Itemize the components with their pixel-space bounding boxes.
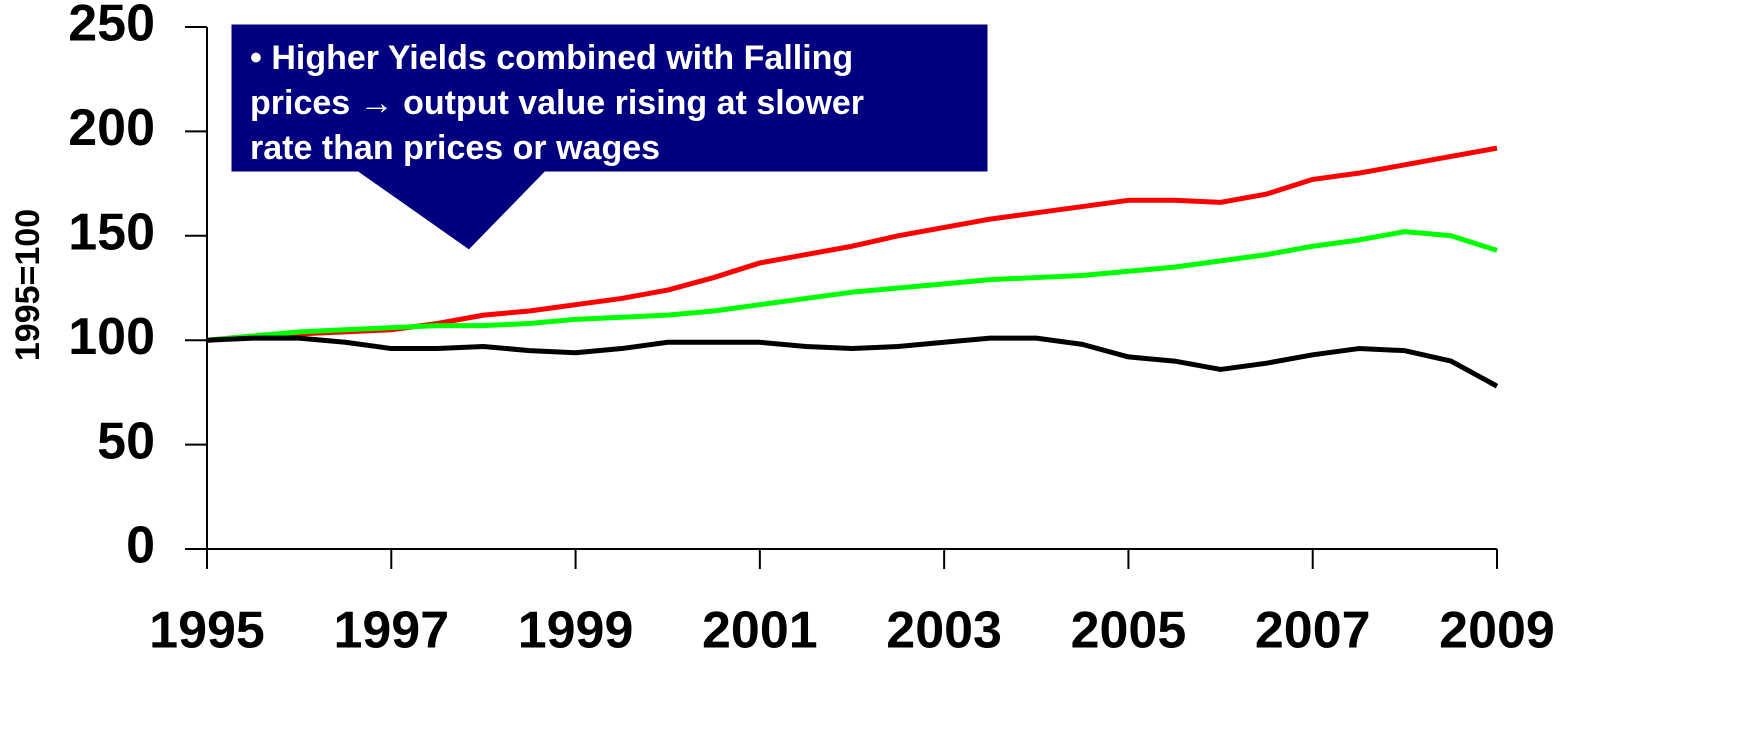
x-tick-label: 2009 <box>1439 602 1555 660</box>
y-tick-label: 100 <box>68 308 155 366</box>
y-tick-label: 150 <box>68 204 155 262</box>
x-tick-label: 1995 <box>149 602 265 660</box>
callout-box <box>230 23 989 251</box>
x-tick-label: 2007 <box>1255 602 1371 660</box>
x-tick-label: 1999 <box>518 602 634 660</box>
y-tick-label: 50 <box>97 412 155 470</box>
x-tick-label: 1997 <box>333 602 449 660</box>
y-tick-label: 250 <box>68 0 155 53</box>
annotation: • Higher Yields combined with Falling <box>250 39 853 77</box>
annotation: prices → output value rising at slower <box>250 84 864 122</box>
y-axis-label: 1995=100 <box>9 209 47 361</box>
y-tick-label: 0 <box>126 517 155 575</box>
series-line <box>206 335 1499 389</box>
series-line <box>206 229 1498 343</box>
annotation: rate than prices or wages <box>250 129 660 167</box>
y-tick-label: 200 <box>68 99 155 157</box>
x-tick-label: 2005 <box>1071 602 1187 660</box>
x-tick-label: 2003 <box>886 602 1002 660</box>
x-tick-label: 2001 <box>702 602 818 660</box>
